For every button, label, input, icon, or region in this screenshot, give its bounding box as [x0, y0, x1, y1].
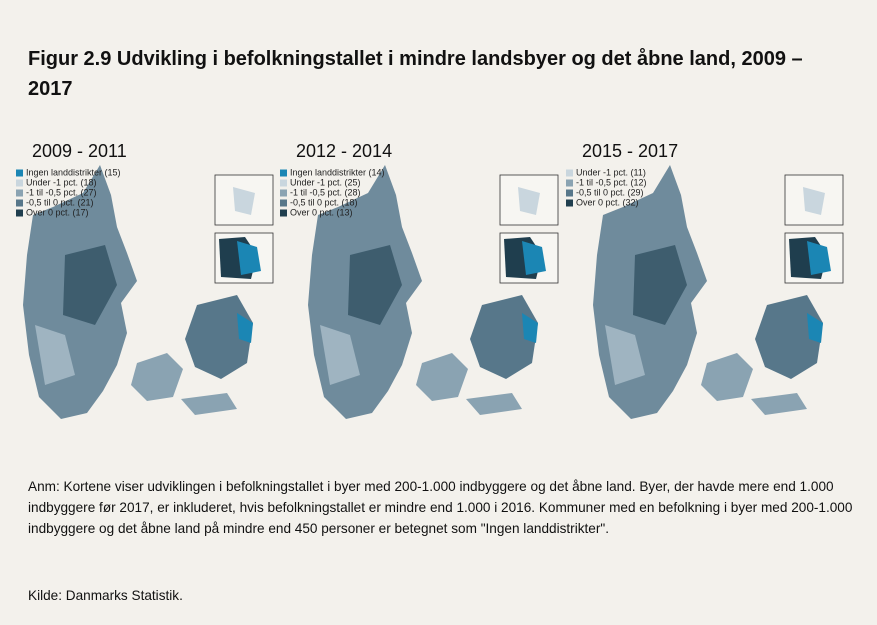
legend-label: -0,5 til 0 pct. (21) — [26, 197, 94, 207]
legend-label: -1 til -0,5 pct. (12) — [576, 177, 647, 187]
legend-label: -0,5 til 0 pct. (29) — [576, 187, 644, 197]
legend-swatch — [280, 209, 287, 217]
legend-swatch — [566, 169, 573, 177]
legend-label: Under -1 pct. (18) — [26, 177, 97, 187]
legend-label: -1 til -0,5 pct. (27) — [26, 187, 97, 197]
map-title: 2012 - 2014 — [296, 141, 392, 161]
note: Anm: Kortene viser udviklingen i befolkn… — [28, 479, 853, 536]
legend-swatch — [566, 199, 573, 207]
legend-swatch — [16, 209, 23, 217]
legend-swatch — [280, 179, 287, 187]
legend-label: -1 til -0,5 pct. (28) — [290, 187, 361, 197]
legend-label: Over 0 pct. (17) — [26, 207, 89, 217]
map-title: 2015 - 2017 — [582, 141, 678, 161]
legend-swatch — [280, 169, 287, 177]
legend-label: Ingen landdistrikter (15) — [26, 167, 121, 177]
map-title: 2009 - 2011 — [32, 141, 127, 161]
legend-label: Under -1 pct. (11) — [576, 167, 646, 177]
legend-swatch — [16, 189, 23, 197]
legend-swatch — [16, 199, 23, 207]
legend-label: Over 0 pct. (32) — [576, 197, 639, 207]
legend-swatch — [566, 189, 573, 197]
legend-swatch — [16, 179, 23, 187]
legend-swatch — [566, 179, 573, 187]
legend-swatch — [16, 169, 23, 177]
figure-title: Figur 2.9 Udvikling i befolkningstallet … — [28, 48, 803, 100]
legend-label: Under -1 pct. (25) — [290, 177, 361, 187]
source: Kilde: Danmarks Statistik. — [28, 588, 183, 603]
legend-label: Ingen landdistrikter (14) — [290, 167, 385, 177]
legend-label: -0,5 til 0 pct. (18) — [290, 197, 358, 207]
legend-swatch — [280, 199, 287, 207]
legend-label: Over 0 pct. (13) — [290, 207, 353, 217]
legend-swatch — [280, 189, 287, 197]
